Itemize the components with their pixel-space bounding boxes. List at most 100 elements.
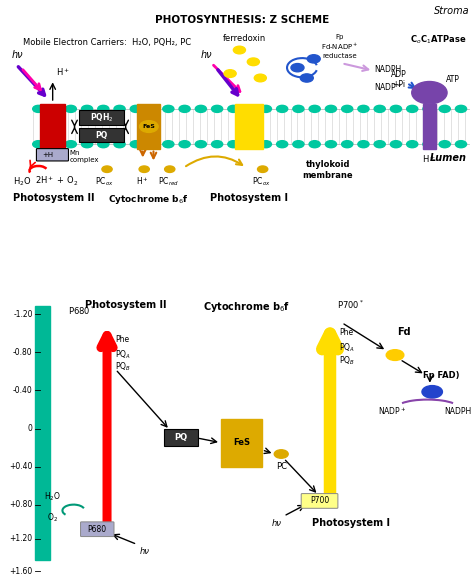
Circle shape (33, 141, 44, 148)
Text: Phe: Phe (115, 335, 129, 344)
Circle shape (358, 106, 369, 113)
Text: P700$^*$: P700$^*$ (337, 299, 364, 311)
Text: Fp
Fd-NADP$^+$
reductase: Fp Fd-NADP$^+$ reductase (320, 34, 358, 59)
Text: thylokoid
membrane: thylokoid membrane (302, 160, 353, 180)
Text: H$_2$O: H$_2$O (44, 490, 61, 503)
Circle shape (139, 121, 158, 133)
Text: Fp FAD): Fp FAD) (423, 370, 460, 380)
Circle shape (211, 106, 223, 113)
Text: -0.40: -0.40 (13, 386, 33, 395)
Text: PQ$_B$: PQ$_B$ (115, 360, 131, 373)
Text: hν: hν (272, 519, 282, 528)
Circle shape (98, 106, 109, 113)
Circle shape (325, 141, 337, 148)
Text: PQ$_A$: PQ$_A$ (339, 342, 356, 354)
Circle shape (130, 141, 141, 148)
Circle shape (309, 141, 320, 148)
Text: PQ$_A$: PQ$_A$ (115, 349, 131, 361)
Circle shape (114, 141, 125, 148)
Text: Lumen: Lumen (430, 153, 467, 163)
Circle shape (130, 106, 141, 113)
Text: PC$_{red}$: PC$_{red}$ (158, 175, 179, 188)
Bar (137, 104, 160, 149)
FancyBboxPatch shape (301, 493, 338, 508)
Circle shape (146, 106, 158, 113)
Circle shape (139, 166, 149, 173)
Text: H$^+$: H$^+$ (422, 153, 437, 165)
Circle shape (309, 106, 320, 113)
FancyBboxPatch shape (164, 429, 198, 446)
Text: Cytochrome b$_6$f: Cytochrome b$_6$f (203, 300, 290, 314)
Circle shape (146, 141, 158, 148)
Bar (40, 104, 65, 149)
Circle shape (33, 106, 44, 113)
Circle shape (98, 141, 109, 148)
Text: 0: 0 (28, 424, 33, 433)
Circle shape (439, 106, 450, 113)
Circle shape (342, 106, 353, 113)
Circle shape (293, 141, 304, 148)
Text: +0.40: +0.40 (9, 462, 33, 471)
Text: Fd: Fd (398, 327, 411, 337)
Text: hν: hν (201, 50, 213, 61)
Text: P700: P700 (310, 496, 329, 505)
Circle shape (228, 106, 239, 113)
Text: ferredoxin: ferredoxin (222, 34, 266, 43)
Text: Photosystem I: Photosystem I (210, 193, 288, 203)
Bar (423, 104, 436, 149)
Text: H$_2$O: H$_2$O (13, 175, 32, 188)
Circle shape (82, 106, 92, 113)
Circle shape (260, 106, 272, 113)
FancyBboxPatch shape (36, 149, 68, 161)
Text: O$_2$: O$_2$ (47, 511, 58, 524)
Circle shape (412, 81, 447, 104)
Text: PQ: PQ (95, 131, 107, 140)
Circle shape (277, 141, 288, 148)
Circle shape (82, 141, 92, 148)
Text: Photosystem II: Photosystem II (85, 300, 166, 310)
Circle shape (391, 141, 401, 148)
Text: Photosystem II: Photosystem II (13, 193, 94, 203)
Circle shape (257, 166, 268, 173)
Circle shape (291, 63, 304, 72)
Text: FeS: FeS (142, 124, 155, 129)
Circle shape (244, 106, 255, 113)
Circle shape (224, 70, 236, 77)
Circle shape (307, 55, 320, 63)
Text: Phe: Phe (339, 328, 354, 337)
Circle shape (247, 58, 259, 66)
Text: NADPH: NADPH (444, 407, 471, 416)
Text: +1.60: +1.60 (9, 567, 33, 576)
Circle shape (422, 385, 442, 398)
Text: hν: hν (139, 548, 149, 556)
Circle shape (274, 450, 288, 458)
Circle shape (65, 141, 76, 148)
Text: NADPH: NADPH (374, 65, 401, 74)
Text: Mobile Electron Carriers:  H₂O, PQH₂, PC: Mobile Electron Carriers: H₂O, PQH₂, PC (23, 38, 191, 47)
Text: FeS: FeS (233, 438, 250, 447)
Text: -1.20: -1.20 (13, 310, 33, 319)
Circle shape (65, 106, 76, 113)
Bar (221, 419, 262, 467)
Text: ATP: ATP (446, 75, 460, 84)
Circle shape (374, 141, 385, 148)
Circle shape (179, 141, 190, 148)
Circle shape (423, 106, 434, 113)
Circle shape (407, 106, 418, 113)
Text: Photosystem I: Photosystem I (312, 518, 390, 527)
Circle shape (102, 166, 112, 173)
FancyBboxPatch shape (79, 110, 124, 125)
Circle shape (342, 141, 353, 148)
Text: hν: hν (12, 50, 23, 61)
Circle shape (163, 106, 174, 113)
Circle shape (195, 106, 207, 113)
Circle shape (211, 141, 223, 148)
Circle shape (260, 141, 272, 148)
Text: PQH$_2$: PQH$_2$ (90, 111, 113, 124)
FancyBboxPatch shape (79, 128, 124, 142)
Text: NADP$^+$: NADP$^+$ (374, 81, 402, 93)
Text: ADP
+Pi: ADP +Pi (391, 70, 407, 89)
Text: +1.20: +1.20 (9, 534, 33, 544)
Circle shape (195, 141, 207, 148)
Circle shape (293, 106, 304, 113)
